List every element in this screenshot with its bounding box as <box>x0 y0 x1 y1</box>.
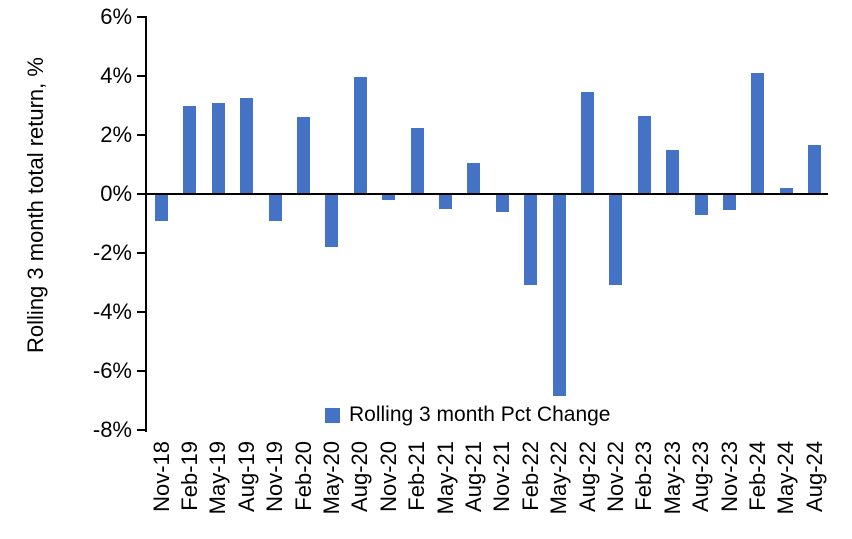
y-tick-mark <box>137 369 145 373</box>
x-axis-zero-line <box>144 192 828 196</box>
bar-Nov-21 <box>495 194 509 212</box>
x-tick-label: May-22 <box>546 441 572 515</box>
y-tick-label: 6% <box>100 4 132 29</box>
bar-Nov-18 <box>155 194 168 221</box>
bar-Feb-23 <box>637 115 651 194</box>
x-tick-label: Nov-23 <box>716 441 742 512</box>
x-tick-label: Aug-21 <box>460 441 486 512</box>
legend-swatch-icon <box>325 407 340 423</box>
bar-Nov-20 <box>382 194 396 200</box>
x-tick-label: Feb-24 <box>744 441 770 511</box>
x-tick-label: Nov-20 <box>375 441 401 512</box>
x-tick-label: Nov-21 <box>489 441 515 512</box>
y-tick-label: -8% <box>92 417 132 442</box>
x-tick-label: Feb-22 <box>517 441 543 511</box>
bar-May-23 <box>666 149 680 194</box>
bar-Aug-22 <box>581 92 594 194</box>
bar-May-22 <box>552 194 566 397</box>
bar-Aug-24 <box>808 145 822 194</box>
y-tick-mark <box>137 15 145 19</box>
bar-Aug-23 <box>694 194 708 215</box>
legend: Rolling 3 month Pct Change <box>325 403 611 427</box>
y-axis-line <box>144 15 147 432</box>
x-tick-label: Feb-19 <box>176 441 202 511</box>
x-tick-label: Feb-20 <box>290 441 316 511</box>
x-tick-label: May-21 <box>432 441 458 515</box>
x-tick-label: Nov-19 <box>262 441 288 512</box>
bar-Feb-20 <box>297 117 310 194</box>
bar-May-20 <box>325 194 339 248</box>
y-tick-mark <box>137 133 145 137</box>
x-tick-label: Aug-20 <box>347 441 373 512</box>
bar-Aug-20 <box>353 77 367 194</box>
bar-Feb-24 <box>751 73 765 194</box>
x-tick-label: May-24 <box>773 441 799 515</box>
legend-label: Rolling 3 month Pct Change <box>349 403 611 426</box>
x-tick-label: Aug-19 <box>233 441 259 512</box>
y-tick-label: -4% <box>92 299 132 324</box>
bar-Nov-19 <box>268 194 282 221</box>
x-tick-label: Aug-23 <box>688 441 714 512</box>
x-tick-label: Nov-22 <box>602 441 628 512</box>
bar-Feb-19 <box>183 105 197 194</box>
y-tick-label: 0% <box>100 181 132 206</box>
bar-Nov-23 <box>723 194 736 211</box>
x-tick-label: Aug-24 <box>801 441 827 512</box>
bar-Aug-21 <box>467 163 481 194</box>
y-axis-title: Rolling 3 month total return, % <box>23 57 48 353</box>
x-tick-label: May-19 <box>205 441 231 515</box>
bar-Aug-19 <box>240 98 254 194</box>
bar-May-19 <box>211 102 225 194</box>
y-tick-mark <box>137 74 145 78</box>
x-tick-label: Aug-22 <box>574 441 600 512</box>
y-tick-label: 2% <box>100 122 132 147</box>
bar-Nov-22 <box>609 194 623 286</box>
bar-May-21 <box>439 194 452 209</box>
y-tick-label: 4% <box>100 63 132 88</box>
y-tick-mark <box>137 310 145 314</box>
bar-May-24 <box>779 188 793 194</box>
x-tick-label: Feb-21 <box>404 441 430 511</box>
bar-Feb-21 <box>410 127 424 194</box>
x-tick-label: Nov-18 <box>148 441 174 512</box>
y-tick-label: -2% <box>92 240 132 265</box>
x-tick-label: May-23 <box>659 441 685 515</box>
y-tick-label: -6% <box>92 358 132 383</box>
y-tick-mark <box>137 251 145 255</box>
y-tick-mark <box>137 428 145 432</box>
y-tick-mark <box>137 192 145 196</box>
x-tick-label: May-20 <box>318 441 344 515</box>
x-tick-label: Feb-23 <box>631 441 657 511</box>
bar-Feb-22 <box>524 194 538 286</box>
